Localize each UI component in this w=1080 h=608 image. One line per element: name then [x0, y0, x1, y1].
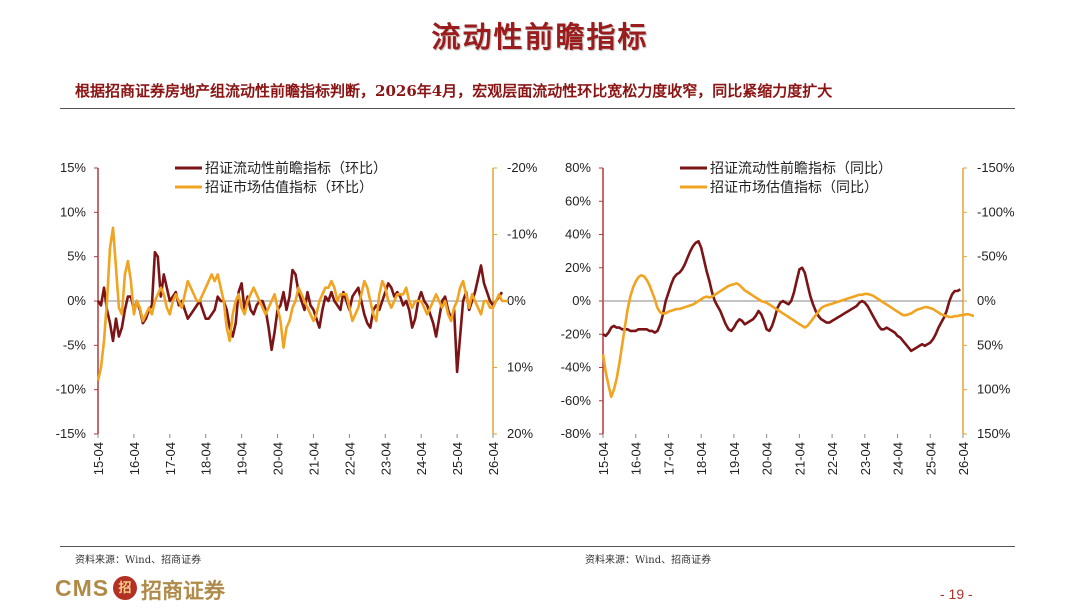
- series-line-1: [96, 250, 504, 374]
- left-tick-label: 5%: [67, 249, 86, 264]
- right-tick-label: -150%: [977, 160, 1015, 175]
- chart-mom: -15% -10% -5% 0% 5% 10% 15% -20% -10% 0% 10% 20% 15-…: [40, 150, 540, 514]
- right-tick-label: 50%: [977, 337, 1003, 352]
- x-tick-label: 26-04: [486, 442, 501, 475]
- x-tick-label: 20-04: [760, 442, 775, 475]
- page-number: - 19 -: [940, 586, 973, 602]
- x-tick-label: 18-04: [694, 442, 709, 475]
- x-tick-label: 19-04: [235, 442, 250, 475]
- chart-mom-svg: -15% -10% -5% 0% 5% 10% 15% -20% -10% 0% 10% 20% 15-…: [56, 160, 538, 475]
- legend-label-2: 招证市场估值指标（环比）: [205, 179, 373, 195]
- x-tick-label: 23-04: [378, 442, 393, 475]
- left-tick-label: -40%: [561, 360, 592, 375]
- left-tick-label: -80%: [561, 426, 592, 441]
- x-tick-label: 23-04: [858, 442, 873, 475]
- left-tick-label: 60%: [565, 193, 591, 208]
- left-tick-label: 80%: [565, 160, 591, 175]
- x-tick-label: 18-04: [199, 442, 214, 475]
- right-tick-label: 0%: [977, 293, 996, 308]
- left-tick-label: 15%: [60, 160, 86, 175]
- legend-label-1: 招证流动性前瞻指标（环比）: [205, 160, 387, 176]
- logo-company-name: 招商证券: [141, 579, 225, 603]
- left-tick-label: -60%: [561, 393, 592, 408]
- header-divider: [60, 108, 1015, 109]
- x-tick-label: 25-04: [450, 442, 465, 475]
- right-tick-label: 100%: [977, 382, 1011, 397]
- legend-label-1: 招证流动性前瞻指标（同比）: [710, 160, 892, 176]
- legend-label-2: 招证市场估值指标（同比）: [710, 179, 878, 195]
- x-tick-label: 16-04: [629, 442, 644, 475]
- right-tick-label: -20%: [507, 160, 538, 175]
- logo-mark-icon: 招: [113, 576, 137, 600]
- left-tick-label: 20%: [565, 260, 591, 275]
- left-tick-label: -15%: [56, 426, 87, 441]
- right-tick-label: -10%: [507, 227, 538, 242]
- series-line-1: [602, 239, 961, 353]
- x-tick-label: 24-04: [414, 442, 429, 475]
- right-tick-label: 10%: [507, 360, 533, 375]
- x-tick-label: 17-04: [661, 442, 676, 475]
- chart-yoy: -80% -60% -40% -20% 0% 20% 40% 60% 80% -150% -100%…: [545, 150, 1045, 514]
- x-tick-label: 25-04: [923, 442, 938, 475]
- source-note-left: 资料来源：Wind、招商证券: [75, 555, 202, 566]
- right-tick-label: 20%: [507, 426, 533, 441]
- x-tick-label: 20-04: [271, 442, 286, 475]
- left-tick-label: 0%: [67, 293, 86, 308]
- page-title: 流动性前瞻指标: [431, 20, 649, 54]
- series-line-2: [96, 226, 508, 382]
- x-tick-label: 15-04: [596, 442, 611, 475]
- page-subtitle: 根据招商证券房地产组流动性前瞻指标判断，2026年4月，宏观层面流动性环比宽松力…: [75, 82, 833, 100]
- right-tick-label: 0%: [507, 293, 526, 308]
- series-line-2: [601, 274, 975, 399]
- left-tick-label: 0%: [572, 293, 591, 308]
- x-tick-label: 19-04: [727, 442, 742, 475]
- left-tick-label: -10%: [56, 382, 87, 397]
- x-tick-label: 15-04: [91, 442, 106, 475]
- x-tick-label: 21-04: [792, 442, 807, 475]
- left-tick-label: -5%: [63, 337, 87, 352]
- source-note-right: 资料来源：Wind、招商证券: [585, 555, 712, 566]
- x-tick-label: 26-04: [956, 442, 971, 475]
- chart-yoy-svg: -80% -60% -40% -20% 0% 20% 40% 60% 80% -150% -100%…: [561, 160, 1015, 475]
- left-tick-label: 10%: [60, 204, 86, 219]
- x-tick-label: 21-04: [306, 442, 321, 475]
- x-tick-label: 16-04: [127, 442, 142, 475]
- x-tick-label: 24-04: [891, 442, 906, 475]
- x-tick-label: 22-04: [342, 442, 357, 475]
- logo-cms-text: CMS: [55, 575, 110, 601]
- left-tick-label: -20%: [561, 326, 592, 341]
- right-tick-label: -50%: [977, 249, 1008, 264]
- left-tick-label: 40%: [565, 227, 591, 242]
- right-tick-label: -100%: [977, 204, 1015, 219]
- footer-divider: [60, 546, 1015, 547]
- right-tick-label: 150%: [977, 426, 1011, 441]
- x-tick-label: 17-04: [163, 442, 178, 475]
- x-tick-label: 22-04: [825, 442, 840, 475]
